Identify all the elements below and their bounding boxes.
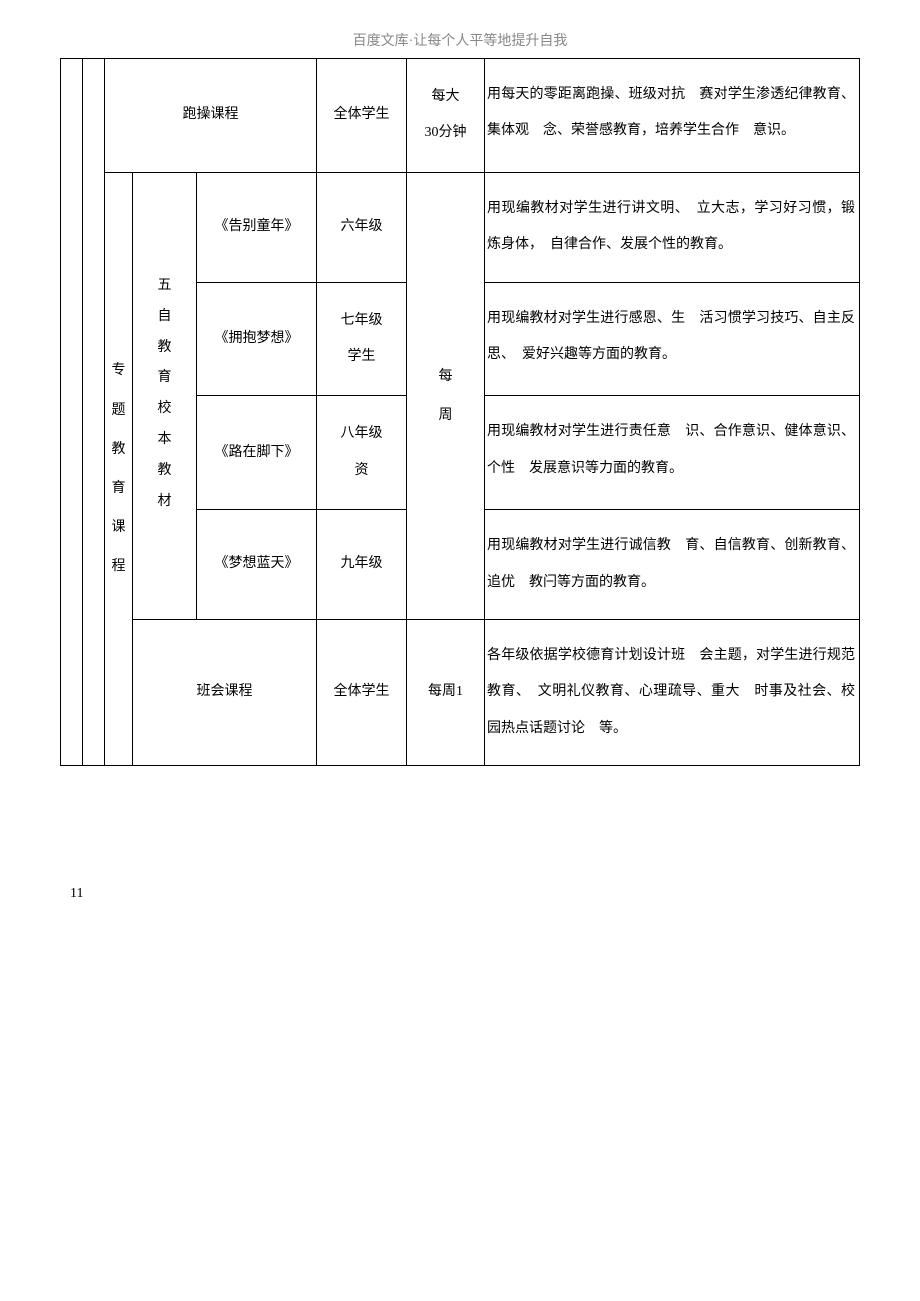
book-cell: 《梦想蓝天》 [197,510,317,620]
section-label: 专题教育课程 [112,351,126,586]
desc-cell: 用现编教材对学生进行诚信教 育、自信教育、创新教育、追优 教闩等方面的教育。 [485,510,860,620]
desc-cell: 用现编教材对学生进行责任意 识、合作意识、健体意识、个性 发展意识等力面的教育。 [485,396,860,510]
desc-cell: 用现编教材对学生进行感恩、生 活习惯学习技巧、自主反思、 爱好兴趣等方面的教育。 [485,282,860,396]
group-label: 五自教育校本教材 [158,271,172,517]
book-cell: 《拥抱梦想》 [197,282,317,396]
table-row: 专题教育课程 五自教育校本教材 《告别童年》 六年级 每周 用现编教材对学生进行… [61,172,860,282]
target-cell: 七年级 学生 [317,282,407,396]
section-vert-cell: 专题教育课程 [105,172,133,765]
target-cell: 全体学生 [317,619,407,765]
target-cell: 八年级 资 [317,396,407,510]
blank-cell [61,59,83,766]
course-cell: 班会课程 [133,619,317,765]
freq-cell: 每大 30分钟 [407,59,485,173]
freq-cell: 每周 [407,172,485,619]
page-header: 百度文库·让每个人平等地提升自我 [60,30,860,50]
table-row: 班会课程 全体学生 每周1 各年级依据学校德育计划设计班 会主题，对学生进行规范… [61,619,860,765]
desc-cell: 用每天的零距离跑操、班级对抗 赛对学生渗透纪律教育、集体观 念、荣誉感教育，培养… [485,59,860,173]
book-cell: 《告别童年》 [197,172,317,282]
freq-label: 每周 [439,357,453,435]
book-cell: 《路在脚下》 [197,396,317,510]
target-cell: 九年级 [317,510,407,620]
freq-cell: 每周1 [407,619,485,765]
page-number: 11 [60,886,860,902]
blank-cell [83,59,105,766]
desc-cell: 各年级依据学校德育计划设计班 会主题，对学生进行规范教育、 文明礼仪教育、心理疏… [485,619,860,765]
desc-cell: 用现编教材对学生进行讲文明、 立大志，学习好习惯，锻炼身体， 自律合作、发展个性… [485,172,860,282]
target-cell: 六年级 [317,172,407,282]
group-vert-cell: 五自教育校本教材 [133,172,197,619]
curriculum-table: 跑操课程 全体学生 每大 30分钟 用每天的零距离跑操、班级对抗 赛对学生渗透纪… [60,58,860,766]
course-cell: 跑操课程 [105,59,317,173]
target-cell: 全体学生 [317,59,407,173]
table-row: 跑操课程 全体学生 每大 30分钟 用每天的零距离跑操、班级对抗 赛对学生渗透纪… [61,59,860,173]
